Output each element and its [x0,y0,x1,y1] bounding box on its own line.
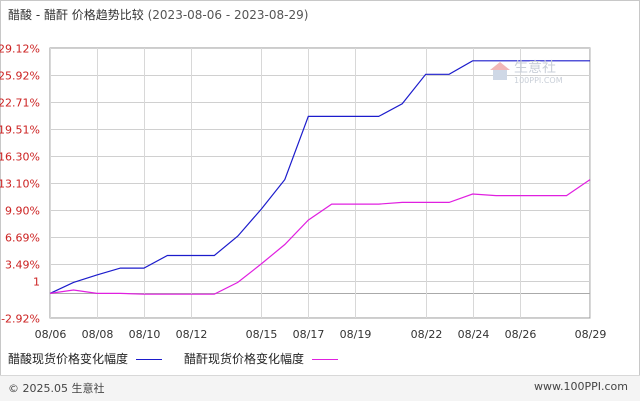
watermark-logo: 生意社 100PPI.COM [482,56,582,92]
legend-swatch [312,359,339,360]
grid [49,47,591,319]
y-tick-label: 3.49% [5,259,40,272]
y-tick-label: 19.51% [0,124,40,137]
y-tick-label: 9.90% [5,205,40,218]
watermark-icon: 生意社 100PPI.COM [490,59,563,85]
x-tick-label: 08/29 [575,328,607,341]
y-tick-label: 29.12% [0,43,40,56]
x-tick-label: 08/22 [411,328,443,341]
x-tick-label: 08/06 [35,328,67,341]
x-tick-label: 08/19 [340,328,372,341]
legend-item-2: 醋酐现货价格变化幅度 [184,350,339,367]
x-tick-label: 08/24 [458,328,490,341]
y-tick-label: -2.92% [1,313,40,326]
y-axis-ticks: 29.12% 25.92% 22.71% 19.51% 16.30% 13.10% 9.90… [0,43,40,326]
chart-title-dates: (2023-08-06 - 2023-08-29) [147,8,309,22]
watermark-house-shape [493,70,507,80]
chart-title: 醋酸 - 醋酐 价格趋势比较 (2023-08-06 - 2023-08-29) [8,6,308,23]
y-tick-label: 1 [33,276,40,289]
chart-title-main: 醋酸 - 醋酐 价格趋势比较 [8,8,144,22]
legend-label: 醋酐现货价格变化幅度 [184,352,305,366]
x-tick-label: 08/26 [505,328,537,341]
y-tick-label: 6.69% [5,232,40,245]
y-tick-label: 16.30% [0,151,40,164]
footer: © 2025.05 生意社 www.100PPI.com [0,375,640,401]
x-tick-label: 08/17 [293,328,325,341]
legend-swatch [136,359,163,360]
legend: 醋酸现货价格变化幅度 醋酐现货价格变化幅度 [8,350,360,367]
series-line-2 [49,179,591,295]
x-tick-label: 08/15 [246,328,278,341]
site-link[interactable]: www.100PPI.com [534,380,628,393]
x-tick-label: 08/10 [129,328,161,341]
x-tick-label: 08/12 [176,328,208,341]
line-chart: 29.12% 25.92% 22.71% 19.51% 16.30% 13.10% 9.90… [0,43,607,342]
y-tick-label: 25.92% [0,70,40,83]
watermark-url: 100PPI.COM [514,76,563,85]
series-lines [49,60,591,295]
x-axis-ticks: 08/06 08/08 08/10 08/12 08/15 08/17 08/19 08/22… [35,328,607,341]
y-tick-label: 22.71% [0,97,40,110]
watermark-roof-shape [490,62,510,70]
legend-label: 醋酸现货价格变化幅度 [8,352,129,366]
series-line-1 [49,60,590,294]
watermark-brand: 生意社 [514,59,556,76]
copyright-text: © 2025.05 生意社 [8,382,105,395]
legend-item-1: 醋酸现货价格变化幅度 [8,350,163,367]
x-tick-label: 08/08 [82,328,114,341]
y-tick-label: 13.10% [0,178,40,191]
